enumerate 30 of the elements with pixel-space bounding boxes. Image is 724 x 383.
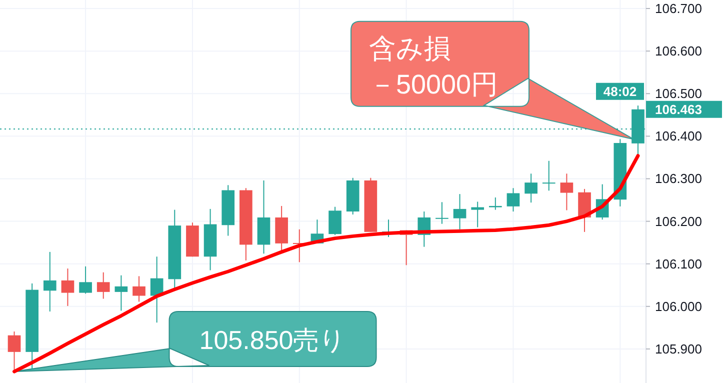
y-tick-label: 106.500 [655, 86, 702, 102]
candlestick [471, 201, 484, 228]
candlestick [114, 274, 128, 312]
candlestick [506, 188, 520, 212]
candlestick [453, 194, 466, 230]
annotation: 含み損 [368, 33, 451, 64]
candlestick [524, 173, 538, 204]
candlestick [328, 206, 342, 236]
y-tick-label: 106.600 [655, 44, 702, 59]
candlestick [61, 268, 74, 306]
y-tick-label: 106.100 [655, 256, 702, 272]
annotation: －50000円 [368, 69, 498, 100]
y-tick-label: 106.200 [655, 214, 702, 229]
candlestick [96, 272, 110, 300]
candlestick [43, 251, 56, 312]
candlestick [8, 331, 21, 372]
y-tick-label: 106.700 [655, 1, 702, 16]
line-series [12, 154, 640, 374]
annotation: 105.850売り [199, 325, 346, 356]
candlestick [560, 173, 574, 211]
y-tick-label: 106.400 [655, 128, 702, 144]
text: 106.463 [655, 102, 702, 117]
candlestick [79, 266, 92, 294]
annotation: 48:02 [603, 84, 637, 99]
y-tick-label: 105.900 [655, 341, 702, 356]
candlestick [542, 160, 556, 192]
y-tick-label: 106.000 [655, 298, 702, 314]
candlestick [436, 202, 448, 224]
y-tick-label: 106.300 [655, 171, 702, 186]
candlestick [132, 276, 146, 302]
